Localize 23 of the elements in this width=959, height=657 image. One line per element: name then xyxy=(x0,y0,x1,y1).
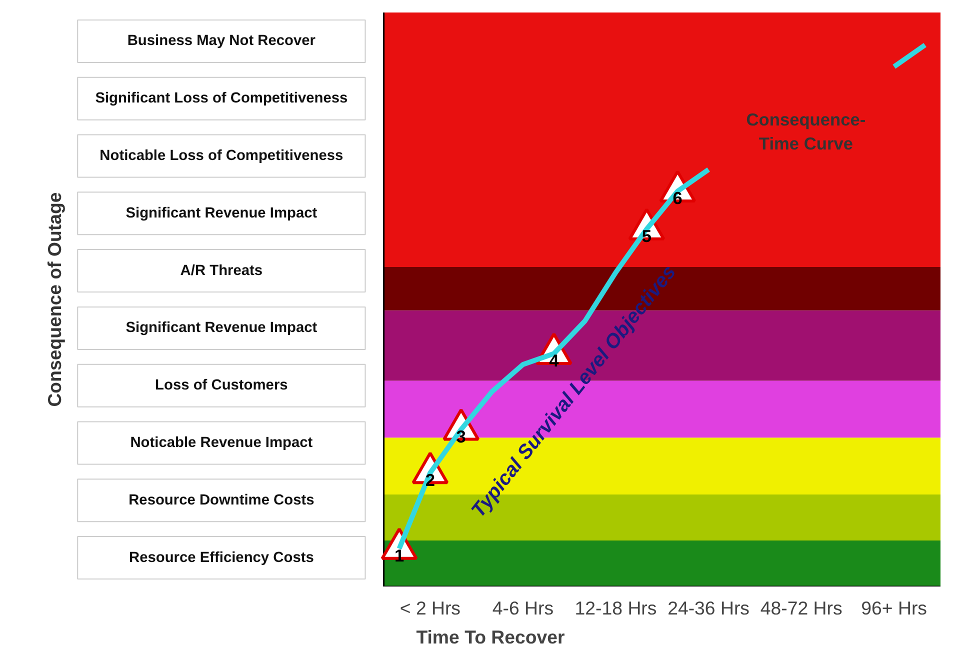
x-tick-label: 96+ Hrs xyxy=(861,598,928,618)
text: Resource Downtime Costs xyxy=(128,492,314,508)
text: Significant Loss of Competitiveness xyxy=(95,90,348,107)
x-tick-label: 24-36 Hrs xyxy=(668,598,750,618)
text: Significant Revenue Impact xyxy=(126,320,318,336)
annotation: 5 xyxy=(642,226,652,246)
text: Business May Not Recover xyxy=(127,33,316,50)
text: Noticable Revenue Impact xyxy=(130,435,313,451)
text: Resource Efficiency Costs xyxy=(128,550,314,566)
text: A/R Threats xyxy=(180,262,263,279)
annotation: 6 xyxy=(672,188,683,208)
text: Noticable Loss of Competitiveness xyxy=(100,148,344,164)
x-axis-title: Time To Recover xyxy=(416,626,565,648)
text: Significant Revenue Impact xyxy=(126,205,318,222)
annotation: Consequence- Time Curve xyxy=(746,110,866,154)
annotation: 3 xyxy=(456,426,466,446)
annotation: 2 xyxy=(425,470,436,490)
x-tick-label: 48-72 Hrs xyxy=(760,598,842,618)
text: Loss of Customers xyxy=(155,378,288,394)
x-tick-label: < 2 Hrs xyxy=(400,598,461,618)
x-tick-label: 4-6 Hrs xyxy=(492,598,554,618)
x-tick-label: 12-18 Hrs xyxy=(574,598,657,618)
text: Consequence of Outage xyxy=(44,192,65,407)
